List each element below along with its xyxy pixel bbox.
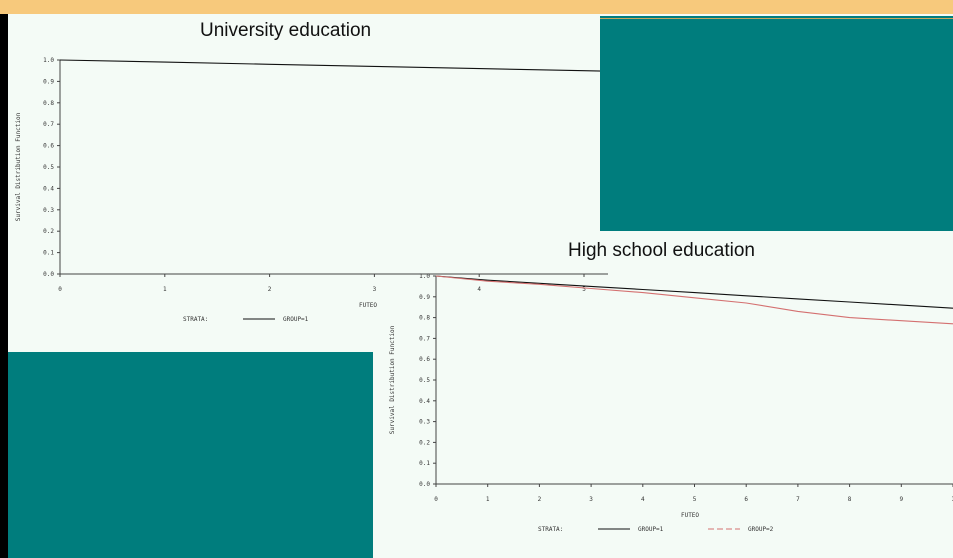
chart2-y-tick-label: 0.3	[419, 419, 430, 426]
chart2-y-tick-label: 0.5	[419, 377, 430, 384]
chart1-x-tick-label: 3	[373, 286, 377, 293]
chart1-y-tick-label: 0.5	[43, 164, 54, 171]
chart2-legend-entry-2: GROUP=2	[748, 526, 774, 533]
chart1-y-tick-label: 0.3	[43, 207, 54, 214]
chart1-x-tick-label: 5	[582, 286, 586, 293]
chart2-y-tick-label: 0.4	[419, 398, 430, 405]
chart1-title: University education	[200, 20, 372, 41]
teal-block-top-right	[600, 16, 953, 231]
chart1-x-tick-label: 4	[477, 286, 481, 293]
chart1-y-tick-label: 0.0	[43, 271, 54, 278]
chart2-y-label: Survival Distribution Function	[389, 325, 396, 434]
chart2-x-tick-label: 8	[848, 496, 852, 503]
chart2-x-tick-label: 1	[486, 496, 490, 503]
teal-block-bottom-left	[8, 352, 373, 558]
chart2-y-tick-label: 1.0	[419, 273, 430, 280]
chart2-series-1-line	[435, 275, 953, 309]
chart1-series-1-line	[59, 59, 608, 72]
chart2-legend-entry-1: GROUP=1	[638, 526, 664, 533]
chart1-legend-title: STRATA:	[183, 316, 208, 323]
chart2-x-tick-label: 4	[641, 496, 645, 503]
top-bar	[0, 0, 953, 14]
chart2-svg: 0.0 0.1 0.2 0.3 0.4 0.5 0.6 0.7 0.8 0.9 1.0 0 1 2 3 4 5 6…	[389, 273, 953, 533]
chart2-y-tick-label: 0.0	[419, 481, 430, 488]
chart1-y-tick-label: 0.9	[43, 78, 54, 85]
decor-line	[600, 18, 953, 19]
chart2-series-2-line	[435, 275, 953, 325]
slide: University education 0.0 0.1 0.2 0.3 0.4 0.5 0…	[8, 14, 953, 558]
chart2-x-tick-label: 5	[693, 496, 697, 503]
chart1-y-tick-label: 0.6	[43, 143, 54, 150]
chart1-x-tick-label: 2	[268, 286, 272, 293]
chart2-x-tick-label: 1	[951, 496, 953, 503]
chart2-y-tick-label: 0.2	[419, 439, 430, 446]
chart1-legend-entry-1: GROUP=1	[283, 316, 309, 323]
chart2-y-tick-label: 0.9	[419, 294, 430, 301]
chart1-y-tick-label: 0.2	[43, 228, 54, 235]
chart1-y-tick-label: 1.0	[43, 57, 54, 64]
chart2-y-tick-label: 0.1	[419, 460, 430, 467]
chart1-x-label: FUTEO	[359, 302, 377, 309]
chart2-title: High school education	[568, 240, 755, 261]
chart2-x-tick-label: 0	[434, 496, 438, 503]
chart2-legend-title: STRATA:	[538, 526, 563, 533]
chart2-y-tick-label: 0.7	[419, 335, 430, 342]
chart2-x-tick-label: 9	[899, 496, 903, 503]
chart2-y-tick-label: 0.8	[419, 315, 430, 322]
chart1-y-tick-label: 0.1	[43, 250, 54, 257]
chart2-x-tick-label: 7	[796, 496, 800, 503]
chart2-x-tick-label: 6	[744, 496, 748, 503]
chart1-x-tick-label: 1	[163, 286, 167, 293]
chart1-y-tick-label: 0.4	[43, 185, 54, 192]
chart2-y-tick-label: 0.6	[419, 356, 430, 363]
chart1-y-tick-label: 0.8	[43, 100, 54, 107]
chart1-y-label: Survival Distribution Function	[15, 112, 22, 221]
chart2-x-label: FUTEO	[681, 512, 699, 519]
chart2-x-tick-label: 2	[538, 496, 542, 503]
chart2-x-tick-label: 3	[589, 496, 593, 503]
chart1-x-tick-label: 0	[58, 286, 62, 293]
chart1-y-tick-label: 0.7	[43, 121, 54, 128]
chart1-svg: 0.00.10.20.30.40.50.60.70.80.91.00123456…	[15, 57, 608, 323]
